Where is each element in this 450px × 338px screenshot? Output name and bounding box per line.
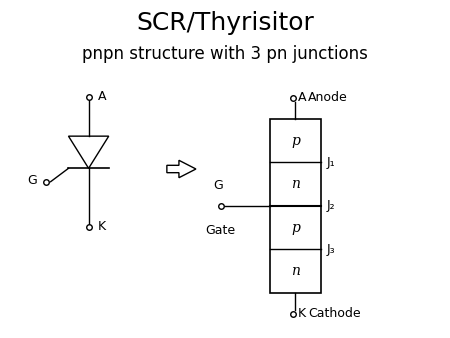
Text: A: A xyxy=(297,92,306,104)
Text: Gate: Gate xyxy=(206,224,236,237)
Text: n: n xyxy=(291,264,300,278)
Bar xyxy=(270,119,321,293)
Text: pnpn structure with 3 pn junctions: pnpn structure with 3 pn junctions xyxy=(82,45,368,63)
Text: Anode: Anode xyxy=(308,92,348,104)
Text: A: A xyxy=(98,91,106,103)
Text: G: G xyxy=(27,173,37,187)
Text: K: K xyxy=(297,307,306,320)
Text: Cathode: Cathode xyxy=(308,307,360,320)
Text: J₃: J₃ xyxy=(327,243,335,256)
Text: SCR/Thyrisitor: SCR/Thyrisitor xyxy=(136,11,314,35)
Text: p: p xyxy=(291,221,300,235)
Text: K: K xyxy=(98,220,106,233)
Text: n: n xyxy=(291,177,300,191)
Text: J₂: J₂ xyxy=(327,199,335,212)
Text: G: G xyxy=(213,179,223,192)
Text: p: p xyxy=(291,134,300,147)
Text: J₁: J₁ xyxy=(327,156,335,169)
FancyArrow shape xyxy=(167,160,196,178)
